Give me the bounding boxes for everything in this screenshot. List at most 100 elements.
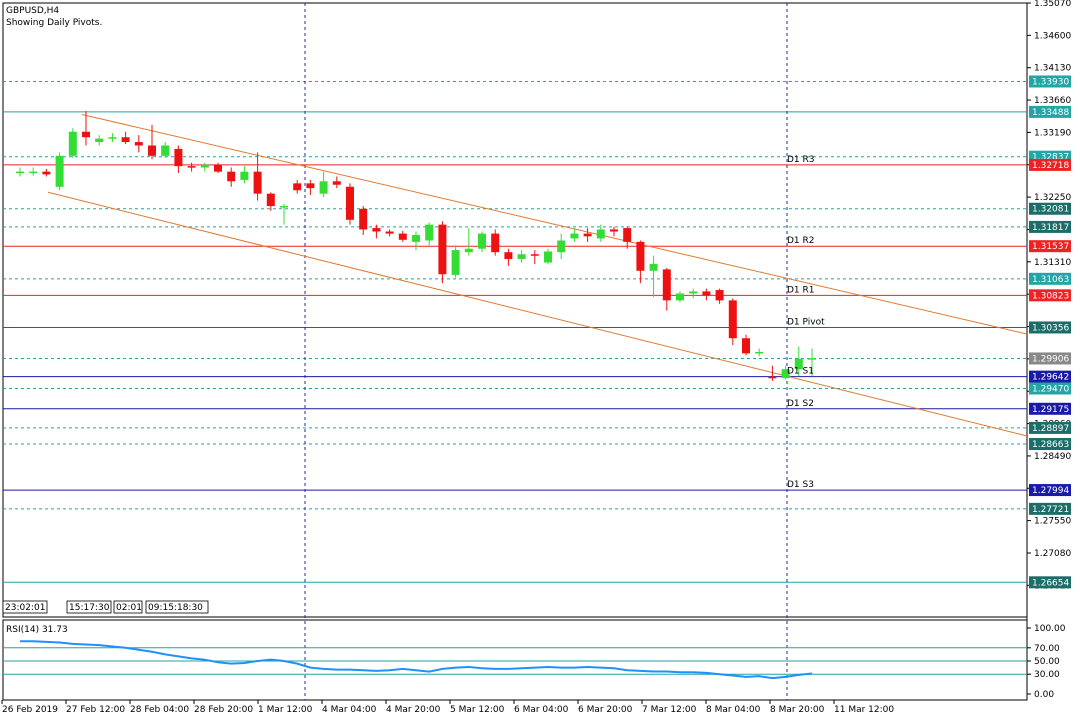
price-tick-label: 1.27550 bbox=[1034, 517, 1071, 527]
bear-candle-body bbox=[491, 233, 500, 253]
price-tag-label: 1.31817 bbox=[1032, 223, 1069, 233]
bull-candle-body bbox=[68, 131, 77, 156]
price-tag-label: 1.28663 bbox=[1032, 440, 1069, 450]
time-box-frame bbox=[145, 600, 209, 614]
price-tag-background bbox=[1029, 352, 1071, 365]
pivot-label: D1 S2 bbox=[787, 399, 814, 409]
time-tick-label: 11 Mar 12:00 bbox=[834, 705, 894, 715]
price-tag: 1.31817 bbox=[1029, 220, 1071, 233]
price-tag-background bbox=[1029, 484, 1071, 497]
pivot-label: D1 R2 bbox=[787, 236, 815, 246]
chart-subtitle: Showing Daily Pivots. bbox=[6, 18, 102, 28]
price-tag-background bbox=[1029, 321, 1071, 334]
time-axis-ticks: 26 Feb 2019 27 Feb 12:00 28 Feb 04:00 28 Fe… bbox=[1, 700, 894, 715]
price-tag-background bbox=[1029, 438, 1071, 451]
bear-candle-body bbox=[253, 171, 262, 194]
price-tag: 1.29470 bbox=[1029, 382, 1071, 395]
time-tick-label: 1 Mar 12:00 bbox=[258, 705, 313, 715]
price-tag-label: 1.29642 bbox=[1032, 373, 1069, 383]
bull-candle-body bbox=[794, 358, 803, 370]
pivot-label: D1 S1 bbox=[787, 367, 814, 377]
rsi-series-line bbox=[20, 640, 813, 680]
time-tick-label: 6 Mar 20:00 bbox=[578, 705, 633, 715]
time-box-frame bbox=[113, 600, 143, 614]
price-tag-label: 1.29470 bbox=[1032, 384, 1069, 394]
bull-candle-body bbox=[95, 138, 104, 143]
time-tick-label: 28 Feb 04:00 bbox=[130, 705, 189, 715]
bull-candle-body bbox=[412, 234, 420, 242]
bull-candle-body bbox=[808, 358, 816, 360]
bear-candle-body bbox=[306, 183, 315, 189]
bull-candle-body bbox=[596, 229, 605, 239]
candlesticks bbox=[16, 111, 816, 381]
pivot-label: D1 Pivot bbox=[787, 317, 825, 327]
bear-candle-body bbox=[742, 338, 750, 354]
bear-candle-body bbox=[623, 228, 632, 242]
rsi-tick-label: 0.00 bbox=[1034, 690, 1054, 700]
price-tag: 1.31063 bbox=[1029, 272, 1071, 285]
bear-candle-body bbox=[266, 193, 275, 207]
bull-candle-body bbox=[200, 164, 209, 168]
bear-candle-body bbox=[82, 131, 90, 138]
bear-candle-body bbox=[174, 148, 183, 167]
bull-candle-body bbox=[557, 240, 566, 253]
bull-candle-body bbox=[55, 155, 64, 187]
trend-channel bbox=[47, 114, 1028, 437]
rsi-title: RSI(14) 31.73 bbox=[6, 625, 68, 635]
bull-candle-body bbox=[29, 171, 38, 174]
bull-candle-body bbox=[161, 145, 170, 156]
price-tag-label: 1.31537 bbox=[1032, 242, 1069, 252]
price-tag-label: 1.27994 bbox=[1032, 486, 1069, 496]
bull-candle-body bbox=[544, 251, 552, 263]
price-tag: 1.26654 bbox=[1029, 576, 1071, 589]
bear-candle-body bbox=[583, 233, 592, 237]
bull-candle-body bbox=[425, 224, 434, 241]
bull-candle-body bbox=[280, 206, 288, 208]
price-tag-background bbox=[1029, 421, 1071, 434]
bull-candle-body bbox=[649, 263, 658, 271]
price-tag-label: 1.33488 bbox=[1032, 108, 1069, 118]
bear-candle-body bbox=[398, 233, 407, 240]
price-tag-label: 1.26654 bbox=[1032, 578, 1069, 588]
price-tick-label: 1.33660 bbox=[1034, 96, 1071, 106]
time-tick-label: 28 Feb 20:00 bbox=[194, 705, 253, 715]
rsi-tick-label: 70.00 bbox=[1034, 644, 1060, 654]
price-tag-background bbox=[1029, 402, 1071, 415]
bear-candle-body bbox=[227, 171, 236, 182]
price-tag-background bbox=[1029, 202, 1071, 215]
bull-candle-body bbox=[517, 254, 526, 260]
bear-candle-body bbox=[728, 300, 737, 339]
price-tag: 1.32081 bbox=[1029, 202, 1071, 215]
time-tick-label: 26 Feb 2019 bbox=[2, 705, 58, 715]
bear-candle-body bbox=[385, 231, 394, 234]
price-tick-label: 1.34600 bbox=[1034, 31, 1071, 41]
bear-candle-body bbox=[346, 186, 354, 220]
price-tag-background bbox=[1029, 289, 1071, 302]
bull-candle-body bbox=[451, 250, 460, 275]
bull-candle-body bbox=[319, 181, 328, 194]
price-tag-label: 1.31063 bbox=[1032, 275, 1069, 285]
price-tag-background bbox=[1029, 576, 1071, 589]
bear-candle-body bbox=[372, 228, 381, 232]
time-tick-label: 4 Mar 04:00 bbox=[322, 705, 377, 715]
price-tag-label: 1.33930 bbox=[1032, 77, 1069, 87]
price-tag-background bbox=[1029, 220, 1071, 233]
bear-candle-body bbox=[359, 208, 368, 230]
vertical-day-separators bbox=[304, 3, 788, 700]
time-box-group: 23:02:01 15:17:30 02:01 09:15:18:30 bbox=[2, 600, 209, 614]
price-tag-background bbox=[1029, 75, 1071, 88]
price-tag: 1.33930 bbox=[1029, 75, 1071, 88]
price-tag: 1.28897 bbox=[1029, 421, 1071, 434]
bear-candle-body bbox=[438, 224, 447, 275]
price-tag-label: 1.29906 bbox=[1032, 354, 1069, 364]
price-tag-label: 1.30356 bbox=[1032, 323, 1069, 333]
time-tick-label: 5 Mar 12:00 bbox=[450, 705, 505, 715]
bull-candle-body bbox=[676, 293, 684, 301]
bear-candle-body bbox=[702, 291, 711, 296]
horizontal-levels bbox=[3, 80, 1027, 583]
bear-candle-body bbox=[214, 164, 222, 172]
price-tag: 1.29642 bbox=[1029, 370, 1071, 383]
price-tag-background bbox=[1029, 240, 1071, 253]
